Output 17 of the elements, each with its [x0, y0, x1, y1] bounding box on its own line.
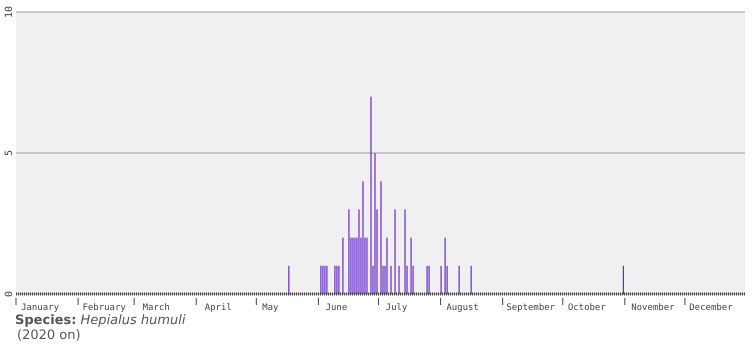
y-tick-label: 5	[4, 150, 15, 156]
x-tick-label: March	[142, 303, 170, 313]
text: Species: Hepialus humuli	[15, 313, 186, 328]
x-tick-label: October	[568, 303, 606, 313]
x-tick-label: November	[631, 303, 676, 313]
x-tick-label: July	[386, 303, 408, 313]
y-tick-label: 10	[4, 6, 15, 18]
x-tick-label: June	[326, 303, 348, 313]
y-tick-label: 0	[4, 290, 15, 298]
x-tick-label: December	[689, 303, 734, 313]
x-tick-label: September	[506, 303, 556, 313]
x-tick-label: August	[446, 303, 479, 313]
x-tick-label: April	[204, 303, 232, 313]
x-tick-label: January	[21, 303, 60, 313]
text: (2020 on)	[17, 328, 81, 343]
x-tick-label: May	[262, 303, 280, 313]
x-tick-label: February	[82, 303, 126, 313]
